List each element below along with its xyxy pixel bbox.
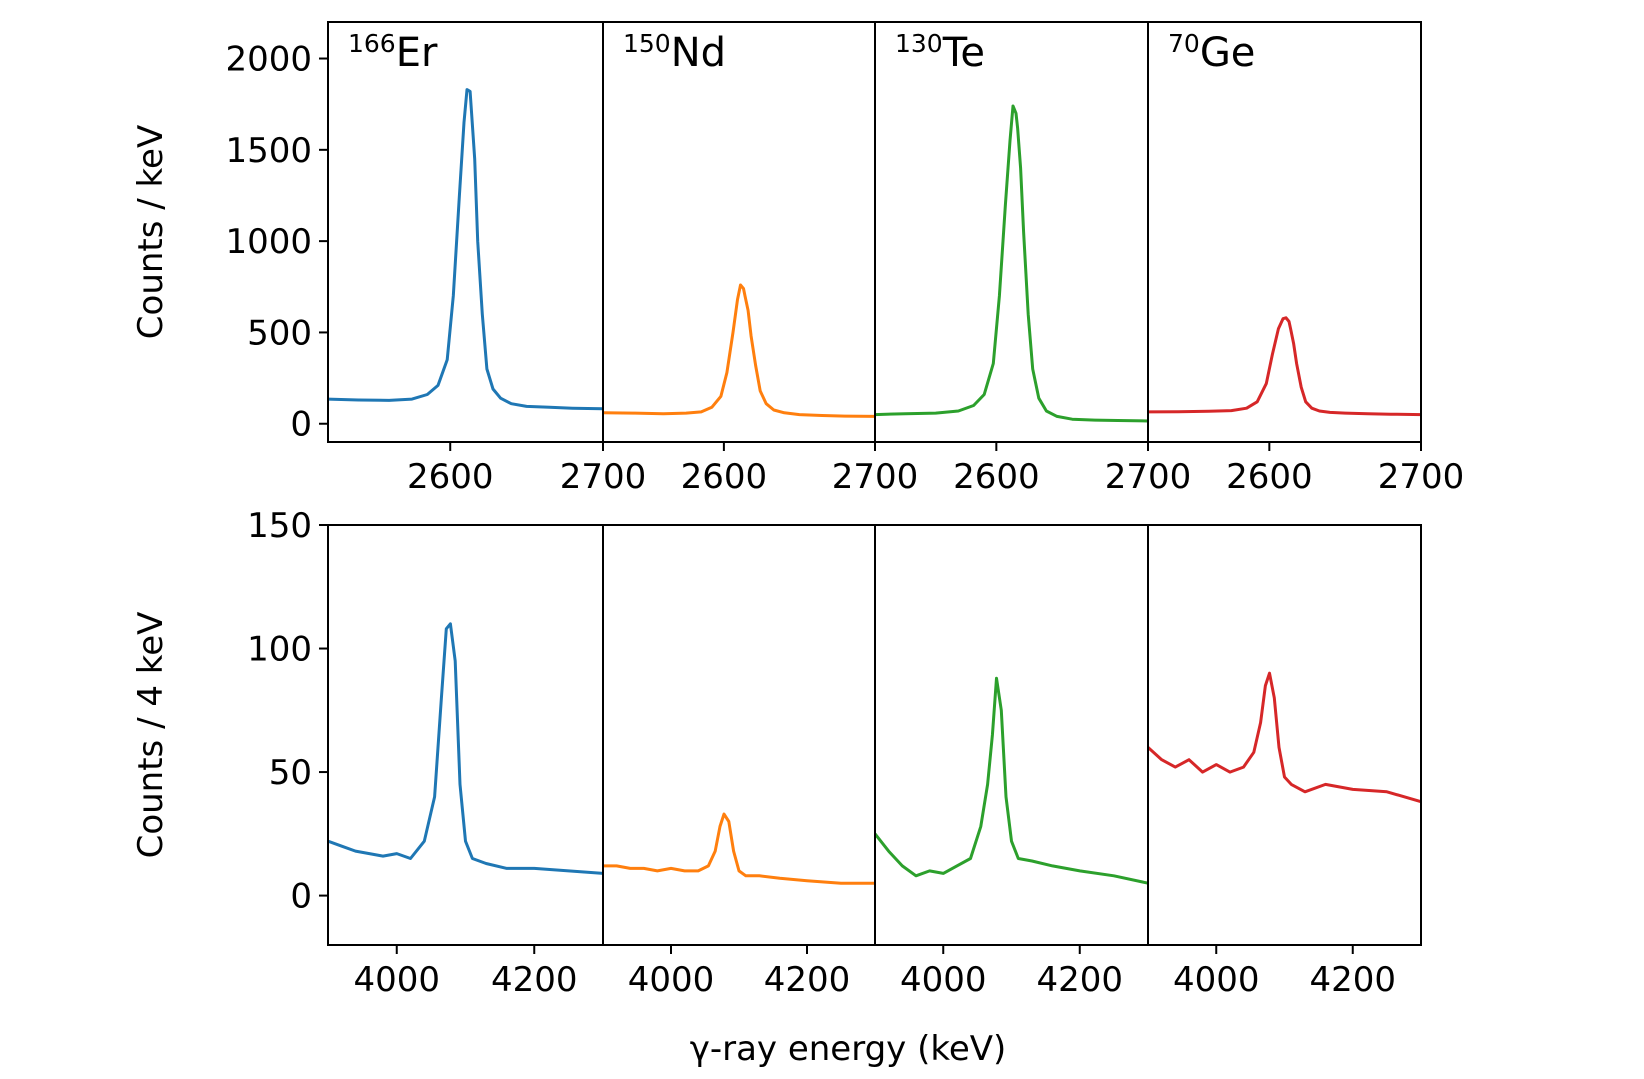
panel-frame [327, 524, 604, 946]
panel-nd-row-2: 4000 4200 [602, 524, 876, 1000]
panel-te-row-2: 4000 4200 [874, 524, 1149, 1000]
x-tick-label: 4200 [1036, 960, 1123, 1000]
y-tick-label: 2000 [225, 40, 312, 80]
series-line-ge [1148, 316, 1421, 417]
panel-frame [874, 21, 1149, 443]
y-tick-label: 0 [290, 877, 312, 917]
x-tick-label: 4000 [353, 960, 440, 1000]
panel-frame [874, 524, 1149, 946]
x-tick-label: 4200 [764, 960, 851, 1000]
panel-nd-row-1: 2600 2700 150Nd [602, 21, 919, 497]
series-line-er [328, 622, 603, 875]
x-tick-label: 2700 [832, 457, 919, 497]
x-tick-label: 2700 [560, 457, 647, 497]
panel-te-row-1: 2600 2700 130Te [874, 21, 1192, 497]
y-axis-label-row-1: Counts / keV [131, 125, 171, 339]
series-line-ge [1148, 671, 1421, 804]
y-tick-label: 150 [247, 506, 312, 546]
panel-ge-row-1: 2600 2700 70Ge [1147, 21, 1465, 497]
panel-frame [602, 21, 876, 443]
x-tick-label: 4000 [628, 960, 715, 1000]
y-tick-label: 1000 [225, 222, 312, 262]
x-tick-label: 4200 [1309, 960, 1396, 1000]
panel-er-row-2: 4000 4200 [327, 524, 604, 1000]
isotope-label: 70Ge [1168, 29, 1255, 76]
x-axis-label: γ-ray energy (keV) [690, 1029, 1007, 1069]
x-tick-label: 4200 [491, 960, 578, 1000]
panel-frame [1147, 21, 1422, 443]
series-line-nd [603, 812, 875, 885]
y-axis-label-row-2: Counts / 4 keV [131, 612, 171, 859]
y-tick-label: 1500 [225, 131, 312, 171]
x-tick-label: 2700 [1378, 457, 1465, 497]
panel-frame [1147, 524, 1422, 946]
series-line-er [328, 88, 603, 411]
panel-er-row-1: 2600 2700 166Er [327, 21, 647, 497]
y-tick-label: 500 [247, 313, 312, 353]
x-tick-label: 2700 [1105, 457, 1192, 497]
series-line-te [875, 104, 1148, 423]
y-tick-label: 0 [290, 405, 312, 445]
series-line-te [875, 676, 1148, 885]
x-tick-label: 2600 [953, 457, 1040, 497]
series-line-nd [603, 283, 875, 418]
row-1: Counts / keV 0 500 1000 1500 2000 2600 2700 166E… [131, 21, 1465, 497]
x-tick-label: 4000 [1173, 960, 1260, 1000]
x-tick-label: 2600 [681, 457, 768, 497]
x-tick-label: 2600 [1226, 457, 1313, 497]
isotope-label: 130Te [895, 29, 985, 76]
isotope-label: 150Nd [623, 29, 726, 76]
panel-frame [327, 21, 604, 443]
y-tick-label: 100 [247, 630, 312, 670]
isotope-label: 166Er [348, 29, 438, 76]
x-tick-label: 2600 [407, 457, 494, 497]
y-tick-label: 50 [269, 753, 312, 793]
panel-ge-row-2: 4000 4200 [1147, 524, 1422, 1000]
x-tick-label: 4000 [900, 960, 987, 1000]
